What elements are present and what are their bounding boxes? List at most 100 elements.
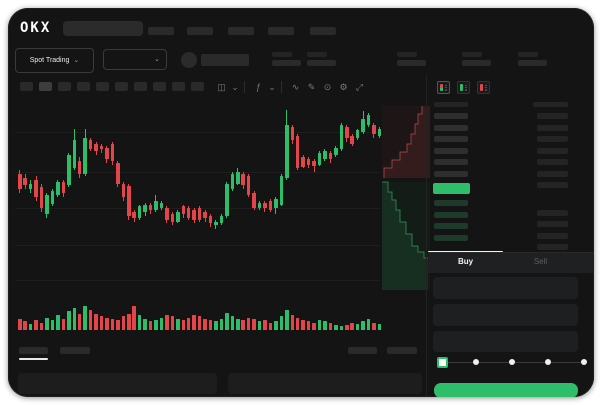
candlestick-chart[interactable] bbox=[15, 100, 382, 290]
okx-logo[interactable]: OKX bbox=[20, 20, 52, 36]
volume-bar bbox=[372, 322, 376, 330]
chart-type-icon[interactable]: ◫ bbox=[217, 81, 226, 92]
tab-sell[interactable]: Sell bbox=[533, 257, 548, 266]
book-combined-icon[interactable] bbox=[437, 81, 450, 94]
ask-price-placeholder[interactable] bbox=[434, 113, 468, 119]
slider-handle[interactable] bbox=[437, 357, 448, 368]
ask-price-placeholder[interactable] bbox=[434, 147, 468, 154]
nav-item-placeholder[interactable] bbox=[268, 27, 294, 35]
volume-bar bbox=[45, 317, 49, 330]
price-field[interactable] bbox=[433, 277, 578, 299]
amount-field[interactable] bbox=[433, 304, 578, 326]
indicators-icon[interactable]: ƒ bbox=[255, 82, 261, 92]
candle bbox=[312, 160, 316, 167]
bid-price-placeholder[interactable] bbox=[434, 223, 468, 229]
interval-button-active[interactable] bbox=[39, 82, 52, 91]
screenshot-icon[interactable]: ⊙ bbox=[323, 81, 332, 92]
interval-button[interactable] bbox=[172, 82, 185, 91]
candle bbox=[67, 155, 71, 186]
interval-button[interactable] bbox=[115, 82, 128, 91]
bid-price-placeholder[interactable] bbox=[434, 211, 468, 218]
ask-amount-placeholder bbox=[537, 159, 568, 165]
candle bbox=[77, 160, 82, 175]
volume-bar bbox=[377, 323, 382, 330]
bottom-tab-active[interactable] bbox=[19, 347, 48, 354]
ask-amount-placeholder bbox=[537, 124, 568, 131]
slider-stop[interactable] bbox=[545, 359, 551, 365]
search-input[interactable] bbox=[63, 21, 143, 36]
candle bbox=[241, 174, 245, 186]
candle bbox=[279, 176, 284, 205]
volume-bar bbox=[105, 317, 109, 330]
candle bbox=[88, 139, 93, 150]
candle bbox=[328, 153, 333, 159]
trade-tabbar bbox=[428, 252, 594, 273]
chevron-down-icon[interactable]: ⌄ bbox=[231, 81, 239, 92]
volume-bar bbox=[67, 311, 71, 330]
stat-label-placeholder bbox=[272, 52, 292, 57]
candle bbox=[165, 208, 169, 220]
ask-amount-placeholder bbox=[537, 182, 568, 188]
bid-price-placeholder[interactable] bbox=[434, 200, 468, 206]
ask-price-placeholder[interactable] bbox=[434, 124, 468, 131]
fullscreen-icon[interactable]: ⤢ bbox=[355, 81, 364, 92]
bottom-action[interactable] bbox=[387, 347, 417, 354]
volume-bar bbox=[366, 318, 371, 330]
candle bbox=[197, 208, 202, 220]
interval-button[interactable] bbox=[96, 82, 109, 91]
gridline bbox=[15, 280, 380, 281]
volume-bar bbox=[345, 325, 349, 330]
volume-bar bbox=[317, 320, 322, 330]
orderbook-col-header-price bbox=[434, 102, 468, 107]
interval-button[interactable] bbox=[77, 82, 90, 91]
volume-bar bbox=[192, 315, 196, 330]
interval-button[interactable] bbox=[191, 82, 204, 91]
ask-price-placeholder[interactable] bbox=[434, 136, 468, 142]
candle bbox=[295, 136, 300, 169]
ask-price-placeholder[interactable] bbox=[434, 159, 468, 165]
bid-amount-placeholder bbox=[537, 209, 568, 216]
market-type-dropdown[interactable]: Spot Trading ⌄ bbox=[15, 48, 94, 73]
last-price-highlight[interactable] bbox=[433, 183, 470, 194]
book-bids-icon[interactable] bbox=[457, 81, 470, 94]
slider-stop[interactable] bbox=[473, 359, 479, 365]
nav-item-placeholder[interactable] bbox=[228, 27, 254, 35]
ask-price-placeholder[interactable] bbox=[434, 170, 468, 177]
line-tool-icon[interactable]: ∿ bbox=[291, 81, 300, 92]
interval-button[interactable] bbox=[58, 82, 71, 91]
ask-amount-placeholder bbox=[537, 113, 568, 119]
candle bbox=[361, 119, 365, 133]
nav-item-placeholder[interactable] bbox=[187, 27, 213, 35]
candle bbox=[186, 208, 191, 218]
candle bbox=[257, 202, 262, 209]
interval-button[interactable] bbox=[134, 82, 147, 91]
gridline bbox=[15, 208, 380, 209]
nav-item-placeholder[interactable] bbox=[310, 27, 336, 35]
volume-bar bbox=[77, 313, 82, 330]
draw-tool-icon[interactable]: ✎ bbox=[307, 81, 316, 92]
bottom-action[interactable] bbox=[348, 347, 377, 354]
slider-stop[interactable] bbox=[581, 359, 587, 365]
tab-buy[interactable]: Buy bbox=[457, 257, 474, 266]
book-asks-icon[interactable] bbox=[477, 81, 490, 94]
candle bbox=[99, 145, 104, 150]
volume-bar bbox=[312, 322, 316, 330]
candle bbox=[350, 136, 354, 144]
candle bbox=[219, 215, 224, 224]
bid-price-placeholder[interactable] bbox=[434, 234, 468, 241]
volume-bar bbox=[268, 322, 273, 330]
volume-pane bbox=[15, 300, 382, 330]
nav-item-placeholder[interactable] bbox=[148, 27, 174, 35]
pair-selector-dropdown[interactable]: ⌄ bbox=[103, 49, 167, 70]
interval-button[interactable] bbox=[20, 82, 33, 91]
bottom-tab[interactable] bbox=[60, 347, 90, 354]
slider-stop[interactable] bbox=[509, 359, 515, 365]
chevron-down-icon[interactable]: ⌄ bbox=[268, 81, 276, 92]
buy-submit-button[interactable] bbox=[434, 383, 578, 397]
settings-icon[interactable]: ⚙ bbox=[339, 81, 348, 92]
total-field[interactable] bbox=[433, 331, 578, 352]
volume-bar bbox=[94, 313, 98, 330]
candle bbox=[127, 185, 131, 216]
candle bbox=[236, 172, 240, 184]
interval-button[interactable] bbox=[153, 82, 166, 91]
